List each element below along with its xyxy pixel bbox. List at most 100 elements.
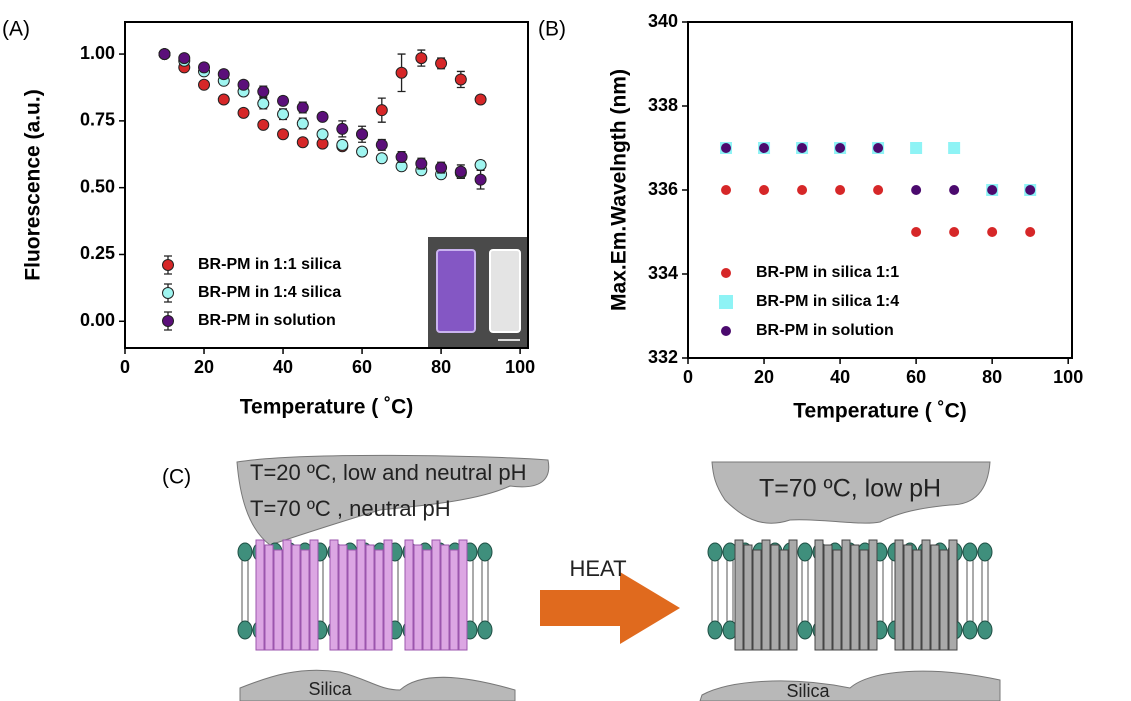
point: [759, 143, 770, 153]
protein-helix: [814, 539, 824, 651]
x-tick-label: 60: [906, 367, 926, 387]
membrane: [237, 539, 493, 651]
y-tick-label: 336: [648, 179, 678, 199]
protein-helix: [449, 549, 459, 651]
protein-helix: [338, 544, 348, 651]
legend-label: BR-PM in silica 1:1: [756, 264, 899, 281]
point: [1025, 185, 1036, 195]
protein-helix: [431, 539, 441, 651]
point: [873, 185, 884, 195]
point: [217, 68, 230, 81]
plot-frame: [124, 21, 529, 349]
x-tick-label: 20: [194, 357, 214, 377]
protein-helix: [404, 539, 414, 651]
legend-label: BR-PM in silica 1:4: [756, 293, 899, 310]
protein-helix: [356, 539, 366, 651]
point: [316, 128, 329, 141]
protein-helix: [930, 544, 940, 651]
silica-label: Silica: [786, 681, 830, 701]
point: [435, 57, 448, 70]
legend-label: BR-PM in solution: [756, 322, 894, 339]
legend-marker: [162, 259, 174, 271]
y-tick-label: 1.00: [80, 43, 115, 63]
point: [316, 110, 329, 123]
protein-helix: [841, 539, 851, 651]
point: [911, 185, 922, 195]
protein-helix: [894, 539, 904, 651]
legend-label: BR-PM in 1:4 silica: [198, 284, 341, 301]
y-tick-label: 0.50: [80, 176, 115, 196]
point: [237, 78, 250, 91]
point: [987, 227, 998, 237]
lipid-head: [237, 620, 253, 640]
point: [949, 185, 960, 195]
protein-helix: [779, 549, 789, 651]
panel-label: (A): [2, 18, 30, 41]
protein-helix: [912, 549, 922, 651]
protein-helix: [255, 539, 265, 651]
point: [296, 101, 309, 114]
protein-helix: [921, 539, 931, 651]
legend-marker: [719, 295, 733, 309]
point: [277, 94, 290, 107]
protein-helix: [422, 549, 432, 651]
point: [158, 48, 171, 61]
point: [217, 93, 230, 106]
protein-helix: [823, 544, 833, 651]
protein-helix: [770, 544, 780, 651]
condition-label: T=70 ºC, low pH: [759, 475, 941, 503]
point: [474, 93, 487, 106]
x-tick-label: 0: [120, 357, 130, 377]
point: [336, 122, 349, 135]
arrow-label: HEAT: [569, 556, 626, 581]
protein-helix: [939, 549, 949, 651]
x-tick-label: 80: [982, 367, 1002, 387]
protein-helix: [329, 539, 339, 651]
y-tick-label: 0.75: [80, 110, 115, 130]
diagram: [236, 454, 1001, 701]
lipid-head: [977, 620, 993, 640]
point: [721, 143, 732, 153]
point: [474, 158, 487, 171]
y-tick-label: 332: [648, 347, 678, 367]
y-tick-label: 340: [648, 11, 678, 31]
protein-helix: [752, 549, 762, 651]
legend-marker: [721, 326, 731, 336]
point: [178, 52, 191, 65]
x-tick-label: 100: [1053, 367, 1083, 387]
point: [835, 143, 846, 153]
point: [454, 165, 467, 178]
protein-helix: [309, 539, 319, 651]
point: [910, 142, 923, 154]
point: [356, 128, 369, 141]
lipid-head: [797, 542, 813, 562]
y-tick-label: 0.00: [80, 310, 115, 330]
point: [198, 78, 211, 91]
point: [336, 138, 349, 151]
x-axis-label: Temperature ( ˚C): [793, 400, 966, 423]
lipid-head: [477, 542, 493, 562]
y-tick-label: 334: [648, 263, 678, 283]
y-axis-label: Max.Em.Wavelngth (nm): [608, 69, 631, 311]
protein-helix: [458, 539, 468, 651]
protein-helix: [743, 544, 753, 651]
point: [356, 145, 369, 158]
point: [797, 185, 808, 195]
protein-helix: [948, 539, 958, 651]
point: [454, 73, 467, 86]
lipid-head: [962, 620, 978, 640]
protein-helix: [365, 544, 375, 651]
protein-helix: [291, 544, 301, 651]
x-axis-label: Temperature ( ˚C): [240, 396, 413, 419]
point: [415, 52, 428, 65]
point: [949, 227, 960, 237]
point: [911, 227, 922, 237]
protein-helix: [761, 539, 771, 651]
point: [277, 128, 290, 141]
lipid-head: [237, 542, 253, 562]
protein-helix: [868, 539, 878, 651]
point: [474, 173, 487, 186]
point: [375, 104, 388, 117]
